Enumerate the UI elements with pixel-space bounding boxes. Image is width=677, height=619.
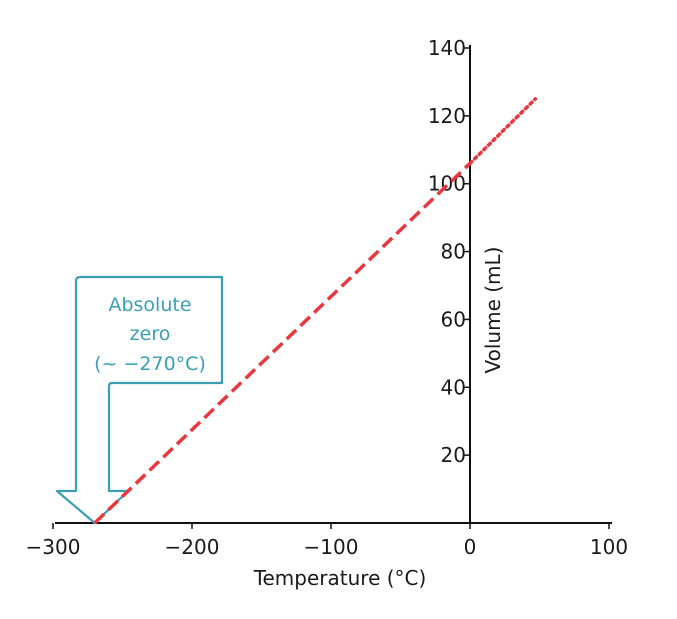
- y-tick-label: 140: [428, 36, 466, 60]
- series-line-dotted: [468, 97, 538, 166]
- series-line-dashed: [93, 162, 472, 525]
- y-tick-label: 100: [428, 172, 466, 196]
- callout-text-line: (~ −270°C): [94, 353, 206, 375]
- axes: [55, 45, 612, 524]
- absolute-zero-callout: Absolute zero (~ −270°C): [55, 275, 224, 525]
- y-tick-label: 120: [428, 104, 466, 128]
- x-tick-label: 0: [464, 535, 477, 559]
- callout-text-line: Absolute: [108, 294, 191, 316]
- x-tick-label: −300: [26, 535, 81, 559]
- x-axis-title: Temperature (°C): [253, 566, 427, 590]
- callout-arrow-outline: [55, 275, 224, 525]
- x-tick-label: 100: [590, 535, 628, 559]
- callout-text-line: zero: [130, 323, 171, 345]
- x-ticks: −300 −200 −100 0 100: [26, 523, 628, 559]
- y-tick-label: 60: [441, 307, 466, 331]
- y-axis-title: Volume (mL): [481, 247, 505, 374]
- series-group: [93, 97, 538, 525]
- x-tick-label: −200: [165, 535, 220, 559]
- y-ticks: 20 40 60 80 100 120 140: [428, 36, 470, 467]
- y-tick-label: 20: [441, 443, 466, 467]
- y-tick-label: 40: [441, 375, 466, 399]
- x-tick-label: −100: [304, 535, 359, 559]
- y-tick-label: 80: [441, 240, 466, 264]
